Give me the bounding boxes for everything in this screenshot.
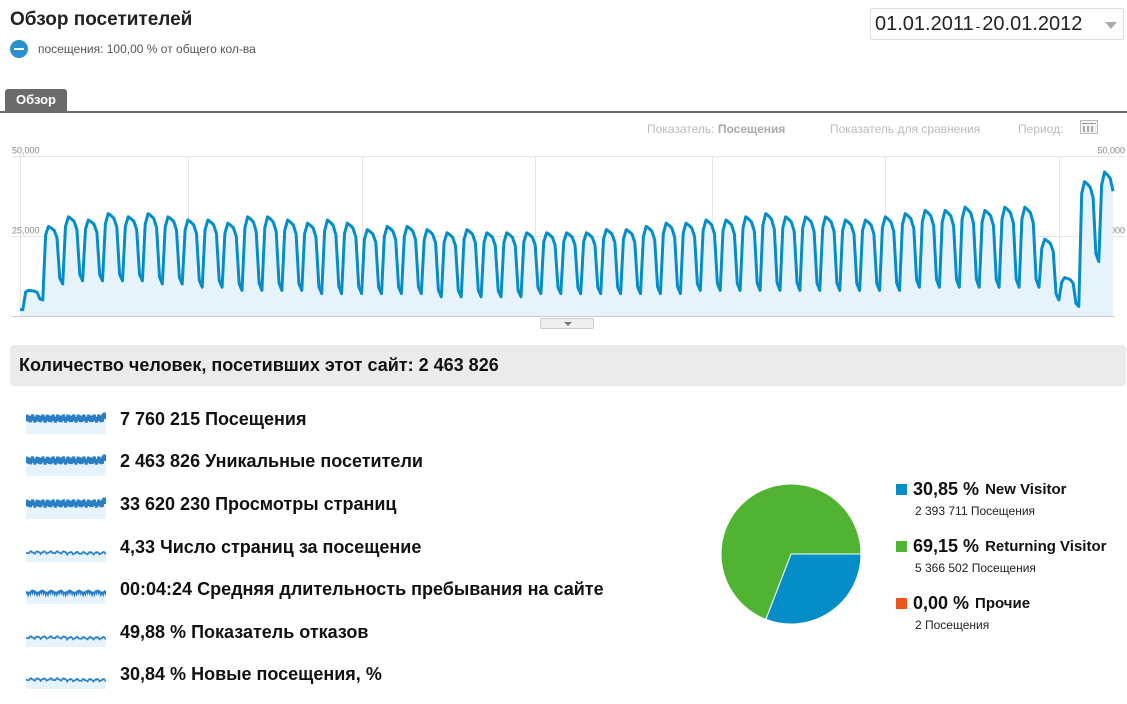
date-start: 01.01.2011	[875, 12, 974, 35]
sparkline	[26, 589, 106, 604]
visitor-type-pie-chart[interactable]	[719, 482, 863, 626]
metric-label: Новые посещения, %	[191, 663, 382, 684]
tab-divider	[0, 111, 1127, 113]
y-tick-label: 50,000	[12, 146, 40, 156]
series-area	[20, 172, 1113, 316]
sparkline-area	[26, 454, 106, 476]
legend-pct: 69,15 %	[913, 536, 980, 556]
legend-name: Прочие	[975, 595, 1031, 612]
metric-value: 4,33	[120, 536, 156, 557]
metric-label: Показатель отказов	[191, 621, 369, 642]
metric-value: 00:04:24	[120, 578, 193, 599]
sparkline-line	[26, 497, 106, 508]
summary-value: 2 463 826	[418, 355, 499, 375]
legend-pct: 30,85 %	[913, 479, 980, 499]
date-separator: -	[975, 18, 981, 34]
date-range-picker[interactable]: 01.01.2011 - 20.01.2012	[870, 8, 1124, 40]
summary-label: Количество человек, посетивших этот сайт…	[19, 355, 414, 375]
metric-value: 7 760 215	[120, 408, 201, 429]
segment-dot-icon	[10, 40, 28, 58]
metric-prefix: Показатель:	[647, 122, 715, 136]
sparkline	[26, 635, 106, 647]
collapse-chart-button[interactable]	[540, 318, 594, 329]
swatch-returning-visitor	[896, 541, 907, 552]
unique-visitors-summary: Количество человек, посетивших этот сайт…	[10, 345, 1126, 386]
legend-visits: 5 366 502 Посещения	[915, 561, 1036, 575]
sparkline	[26, 497, 106, 519]
metric-selector[interactable]: Показатель: Посещения	[647, 122, 785, 136]
metric-label: Уникальные посетители	[205, 450, 423, 471]
sparkline-line	[26, 550, 106, 557]
compare-metric-selector[interactable]: Показатель для сравнения	[830, 122, 981, 136]
period-label: Период:	[1018, 122, 1064, 136]
metric-value: Посещения	[717, 122, 786, 136]
sparkline	[26, 550, 106, 562]
metric-row-new-visits[interactable]: 30,84 % Новые посещения, %	[26, 653, 382, 695]
sparkline-area	[26, 412, 106, 434]
metric-value: 2 463 826	[120, 450, 201, 471]
calendar-icon[interactable]	[1080, 120, 1098, 134]
legend-name: Returning Visitor	[985, 538, 1107, 555]
pie-slice	[765, 553, 862, 625]
y-tick-label: 25,000	[12, 226, 40, 236]
sparkline-line	[26, 635, 106, 642]
date-end: 20.01.2012	[982, 12, 1083, 35]
metric-value: 49,88 %	[120, 621, 187, 642]
legend-name: New Visitor	[985, 481, 1067, 498]
sparkline-line	[26, 677, 106, 684]
legend-other[interactable]: 0,00 % Прочие 2 Посещения	[896, 593, 1030, 632]
series-line	[20, 170, 1115, 312]
legend-pct: 0,00 %	[913, 593, 970, 613]
legend-visits: 2 393 711 Посещения	[915, 504, 1036, 518]
sparkline-line	[26, 454, 106, 465]
sparkline-area	[26, 497, 106, 519]
legend-new-visitor[interactable]: 30,85 % New Visitor 2 393 711 Посещения	[896, 479, 1066, 518]
sparkline-line	[26, 412, 106, 423]
metric-label: Средняя длительность пребывания на сайте	[197, 578, 604, 599]
metric-label: Просмотры страниц	[215, 493, 397, 514]
legend-visits: 2 Посещения	[915, 618, 990, 632]
metric-value: 33 620 230	[120, 493, 211, 514]
chevron-down-icon	[1105, 22, 1117, 29]
tab-overview[interactable]: Обзор	[5, 89, 67, 111]
legend-returning-visitor[interactable]: 69,15 % Returning Visitor 5 366 502 Посе…	[896, 536, 1106, 575]
swatch-other	[896, 598, 907, 609]
sparkline-line	[26, 589, 106, 599]
traffic-chart[interactable]: 1 янв1 мар1 мая1 июл1 сен1 ноя1 янв50,00…	[0, 140, 1127, 320]
y-tick-label: 50,000	[1097, 146, 1125, 156]
metric-label: Число страниц за посещение	[160, 536, 422, 557]
page-title: Обзор посетителей	[10, 9, 193, 30]
pie-slice	[720, 483, 862, 620]
metric-row-unique-visitors[interactable]: 2 463 826 Уникальные посетители	[26, 440, 423, 482]
metric-label: Посещения	[205, 408, 307, 429]
sparkline	[26, 454, 106, 476]
segment-label: посещения: 100,00 % от общего кол-ва	[38, 42, 256, 56]
swatch-new-visitor	[896, 484, 907, 495]
metric-row-bounce-rate[interactable]: 49,88 % Показатель отказов	[26, 611, 368, 653]
sparkline	[26, 677, 106, 689]
sparkline	[26, 412, 106, 434]
segment-legend[interactable]: посещения: 100,00 % от общего кол-ва	[10, 40, 256, 58]
metric-row-pageviews[interactable]: 33 620 230 Просмотры страниц	[26, 483, 396, 525]
metric-row-pages-per-visit[interactable]: 4,33 Число страниц за посещение	[26, 526, 421, 568]
metric-row-visits[interactable]: 7 760 215 Посещения	[26, 398, 306, 440]
metric-row-avg-duration[interactable]: 00:04:24 Средняя длительность пребывания…	[26, 568, 604, 610]
metric-value: 30,84 %	[120, 663, 187, 684]
